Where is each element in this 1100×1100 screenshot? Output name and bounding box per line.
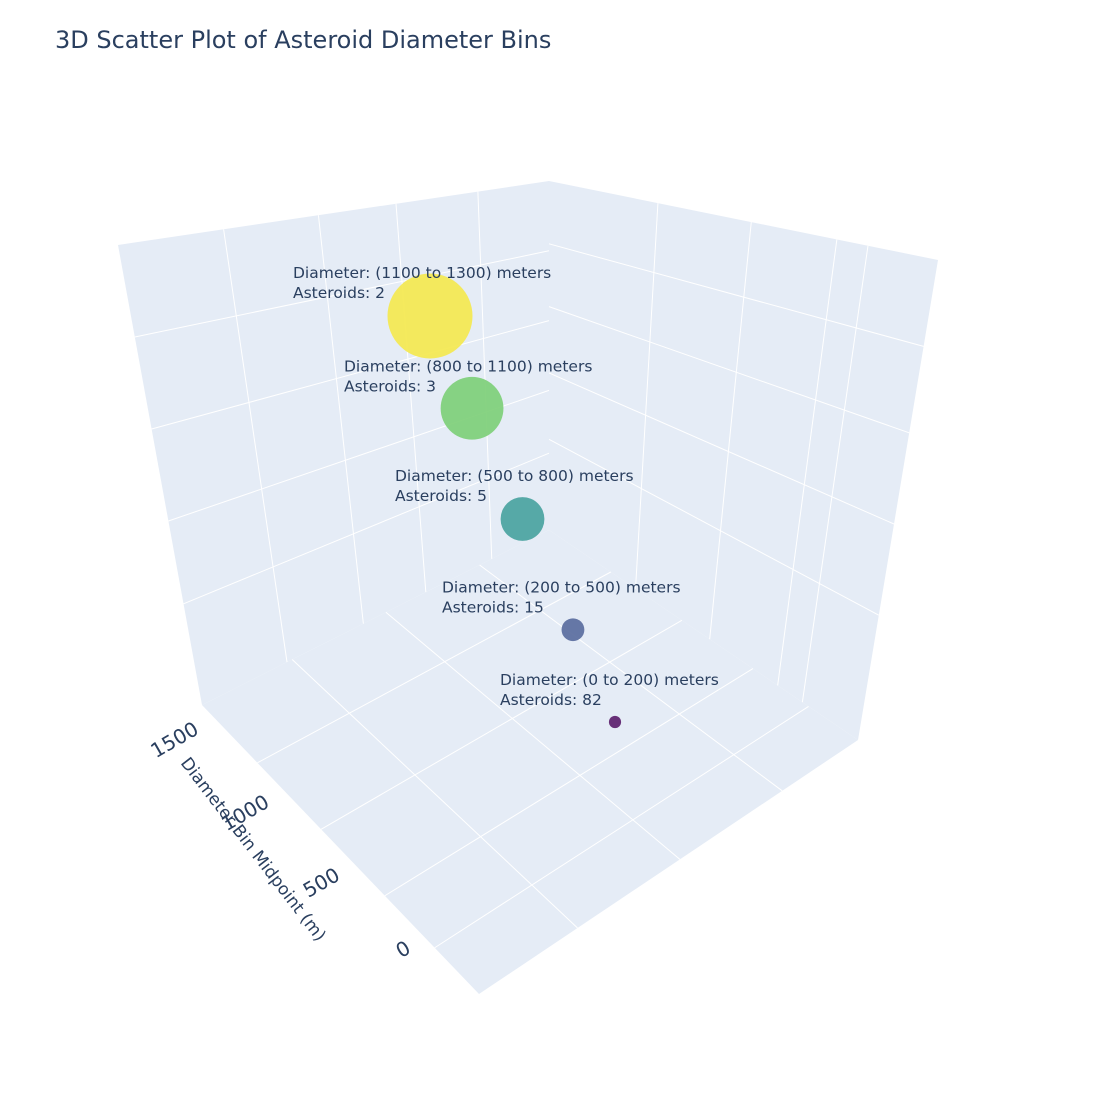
grid-line — [777, 239, 838, 686]
point-label-diameter: Diameter: (500 to 800) meters — [395, 467, 634, 485]
z-tick-label: 500 — [299, 863, 344, 903]
point-label-diameter: Diameter: (0 to 200) meters — [500, 671, 719, 689]
data-point[interactable] — [387, 273, 473, 359]
grid-line — [395, 203, 427, 593]
grid-line — [434, 705, 809, 949]
data-point[interactable] — [440, 376, 504, 440]
grid-line — [151, 320, 550, 430]
grid-line — [257, 571, 612, 764]
point-labels: Diameter: (0 to 200) meters Asteroids: 82… — [293, 264, 719, 709]
grid-line — [477, 191, 493, 559]
data-points[interactable] — [387, 273, 622, 729]
grid-line — [548, 372, 895, 525]
grid-line — [635, 203, 659, 589]
grid-line — [384, 668, 754, 897]
point-label-diameter: Diameter: (800 to 1100) meters — [344, 357, 592, 375]
point-label-count: Asteroids: 15 — [442, 599, 544, 617]
point-label-count: Asteroids: 5 — [395, 487, 487, 505]
point-label-diameter: Diameter: (200 to 500) meters — [442, 579, 681, 597]
grid-line — [548, 243, 924, 347]
right-wall — [549, 181, 938, 740]
grid-line — [134, 250, 550, 338]
chart-title: 3D Scatter Plot of Asteroid Diameter Bin… — [55, 26, 552, 54]
point-label-count: Asteroids: 2 — [293, 284, 385, 302]
grid-line — [223, 229, 288, 663]
grid-line — [801, 245, 869, 703]
grid-line — [183, 452, 550, 605]
floor — [202, 530, 858, 994]
grid-line — [548, 438, 880, 616]
grid-line — [385, 611, 681, 860]
point-label-diameter: Diameter: (1100 to 1300) meters — [293, 264, 551, 282]
grid-line — [320, 619, 683, 830]
grid-line — [548, 306, 910, 434]
grid-line — [479, 564, 783, 792]
data-point[interactable] — [500, 497, 545, 541]
point-label-count: Asteroids: 3 — [344, 377, 436, 395]
data-point[interactable] — [561, 618, 585, 642]
z-tick-label: 0 — [391, 936, 414, 963]
grid-line — [709, 222, 752, 640]
grid-line — [317, 215, 364, 624]
point-label-count: Asteroids: 82 — [500, 691, 602, 709]
data-point[interactable] — [608, 715, 622, 729]
grid-line — [291, 659, 578, 929]
